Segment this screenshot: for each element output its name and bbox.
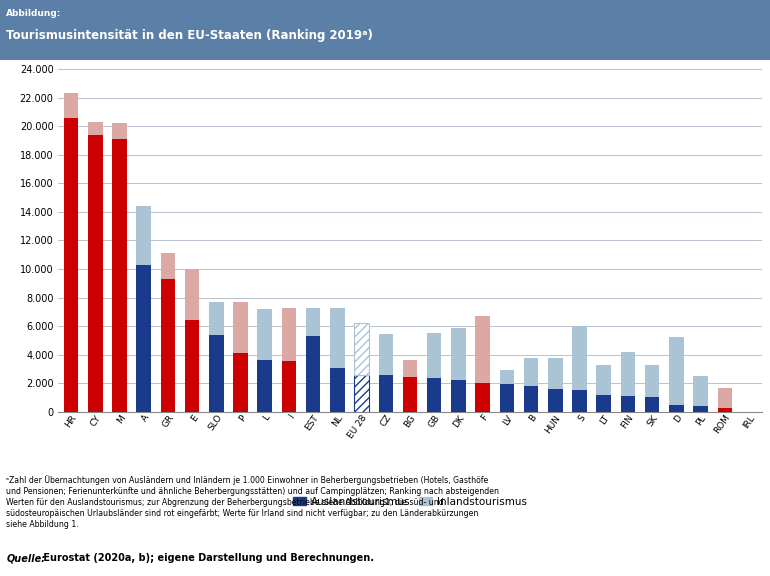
Bar [597,395,611,412]
Bar [500,384,514,412]
Bar [354,323,369,376]
Bar [233,302,248,353]
Bar [451,328,466,380]
Bar [621,352,635,396]
Text: Tourismusintensität in den EU-Staaten (Ranking 2019ᵃ): Tourismusintensität in den EU-Staaten (R… [6,29,373,42]
Bar [693,377,708,407]
Bar [500,370,514,384]
Bar [257,361,272,412]
Text: ᵃZahl der Übernachtungen von Ausländern und Inländern je 1.000 Einwohner in Behe: ᵃZahl der Übernachtungen von Ausländern … [6,475,499,529]
Bar [330,308,345,368]
Bar [185,320,199,412]
Bar [693,407,708,412]
Bar [282,308,296,361]
Bar [161,279,175,412]
Bar [548,389,563,412]
Bar [306,308,320,336]
Bar [644,397,659,412]
Bar [718,408,732,412]
Bar [306,336,320,412]
Bar [64,93,79,118]
Bar [379,334,393,376]
Bar [597,365,611,395]
Bar [572,391,587,412]
Bar [427,378,441,412]
Bar [161,253,175,279]
Bar [524,358,538,386]
Bar [548,358,563,389]
Bar [572,326,587,391]
Bar [475,382,490,412]
Bar [209,335,223,412]
Legend: Auslandstourismus, Inlandstourismus: Auslandstourismus, Inlandstourismus [290,492,531,511]
Bar [112,123,127,139]
Bar [669,337,684,406]
Bar [379,376,393,412]
Bar [718,388,732,408]
Bar [88,135,102,412]
Bar [403,377,417,412]
Bar [233,353,248,412]
Bar [112,139,127,412]
Bar [427,332,441,378]
Bar [524,386,538,412]
Bar [64,118,79,412]
Bar [257,309,272,361]
Bar [403,361,417,377]
Bar [621,396,635,412]
Text: Abbildung:: Abbildung: [6,9,62,18]
Bar [209,302,223,335]
Text: Quelle:: Quelle: [6,554,45,563]
Bar [185,269,199,320]
Bar [644,365,659,397]
Text: Eurostat (2020a, b); eigene Darstellung und Berechnungen.: Eurostat (2020a, b); eigene Darstellung … [40,554,374,563]
Bar [88,122,102,135]
Bar [475,316,490,382]
Bar [330,368,345,412]
Bar [136,206,151,265]
Bar [136,265,151,412]
Bar [282,361,296,412]
Bar [669,406,684,412]
Bar [354,376,369,412]
Bar [451,380,466,412]
